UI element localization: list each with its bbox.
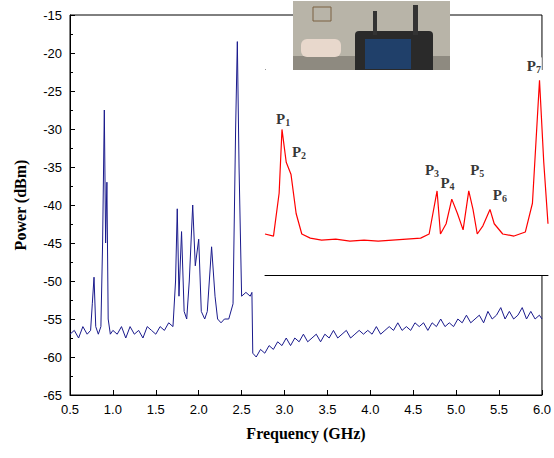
svg-text:6: 6 — [502, 193, 507, 204]
svg-text:P: P — [292, 144, 301, 160]
svg-text:5: 5 — [479, 168, 484, 179]
svg-text:3.5: 3.5 — [318, 402, 336, 417]
svg-text:-25: -25 — [43, 84, 62, 99]
svg-text:-35: -35 — [43, 160, 62, 175]
svg-text:7: 7 — [536, 64, 541, 75]
svg-text:-45: -45 — [43, 236, 62, 251]
svg-text:4.0: 4.0 — [361, 402, 379, 417]
svg-text:1.0: 1.0 — [104, 402, 122, 417]
svg-text:P: P — [440, 175, 449, 191]
svg-text:Power (dBm): Power (dBm) — [12, 160, 30, 251]
svg-text:6.0: 6.0 — [533, 402, 551, 417]
svg-text:1.5: 1.5 — [147, 402, 165, 417]
svg-text:P: P — [276, 111, 285, 127]
svg-text:5.5: 5.5 — [490, 402, 508, 417]
svg-text:P: P — [425, 162, 434, 178]
svg-text:3.0: 3.0 — [275, 402, 293, 417]
svg-text:4.5: 4.5 — [404, 402, 422, 417]
svg-text:5.0: 5.0 — [447, 402, 465, 417]
svg-text:-40: -40 — [43, 198, 62, 213]
svg-text:-50: -50 — [43, 274, 62, 289]
svg-text:-65: -65 — [43, 388, 62, 403]
svg-text:2.5: 2.5 — [233, 402, 251, 417]
svg-text:-20: -20 — [43, 46, 62, 61]
svg-text:-15: -15 — [43, 8, 62, 23]
svg-text:2.0: 2.0 — [190, 402, 208, 417]
svg-text:1: 1 — [285, 117, 290, 128]
svg-text:4: 4 — [450, 181, 455, 192]
svg-text:Frequency (GHz): Frequency (GHz) — [246, 425, 365, 443]
svg-text:-60: -60 — [43, 350, 62, 365]
svg-text:0.5: 0.5 — [61, 402, 79, 417]
svg-text:P: P — [493, 187, 502, 203]
svg-text:3: 3 — [434, 168, 439, 179]
svg-text:P: P — [470, 162, 479, 178]
svg-text:2: 2 — [301, 150, 306, 161]
svg-text:P: P — [527, 58, 536, 74]
svg-text:-30: -30 — [43, 122, 62, 137]
svg-text:-55: -55 — [43, 312, 62, 327]
